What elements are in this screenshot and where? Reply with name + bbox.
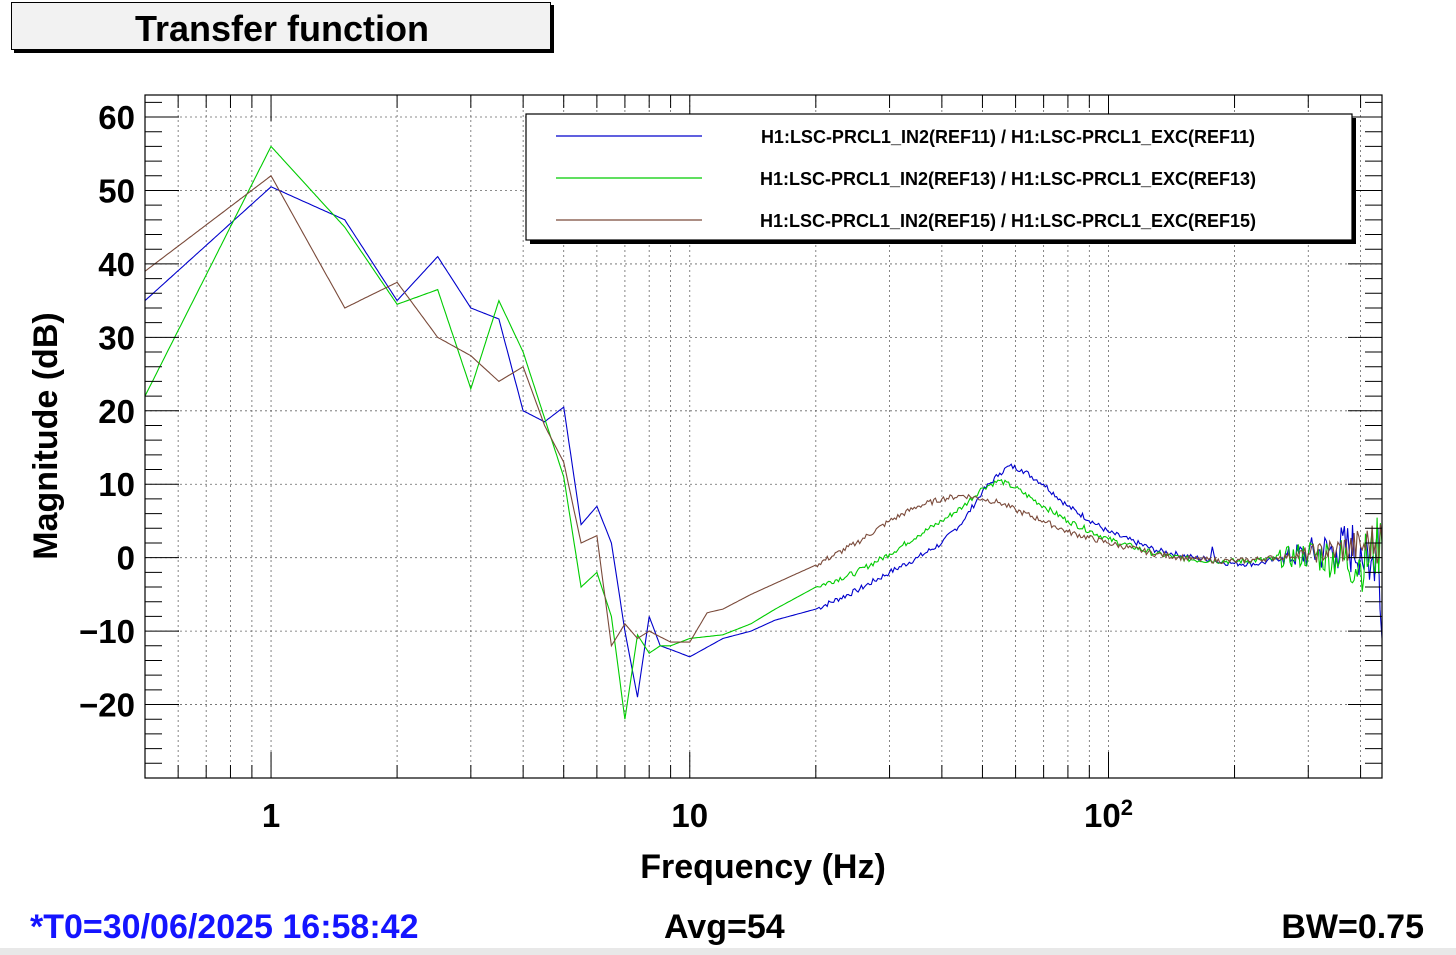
t0-timestamp: *T0=30/06/2025 16:58:42 <box>30 908 419 946</box>
series-line-2 <box>145 145 1382 720</box>
legend: H1:LSC-PRCL1_IN2(REF11) / H1:LSC-PRCL1_E… <box>525 113 1356 244</box>
axis-ticks <box>144 95 1382 778</box>
series-line-3 <box>145 174 1382 648</box>
y-tick-label: 20 <box>98 393 135 430</box>
average-count: Avg=54 <box>664 908 785 946</box>
series-line-1 <box>145 186 1382 698</box>
y-tick-label: 40 <box>98 246 135 283</box>
bandwidth: BW=0.75 <box>1281 908 1424 946</box>
y-tick-label: 0 <box>117 540 135 577</box>
legend-box <box>525 113 1353 241</box>
plot-frame <box>144 94 1383 779</box>
chart-title: Transfer function <box>134 8 430 49</box>
grid-lines <box>144 95 1382 778</box>
legend-label-3: H1:LSC-PRCL1_IN2(REF15) / H1:LSC-PRCL1_E… <box>760 211 1256 231</box>
legend-label-1: H1:LSC-PRCL1_IN2(REF11) / H1:LSC-PRCL1_E… <box>761 127 1255 147</box>
y-tick-label: 10 <box>98 466 135 503</box>
y-tick-label: −10 <box>79 613 135 650</box>
bottom-strip <box>0 948 1456 955</box>
legend-label-2: H1:LSC-PRCL1_IN2(REF13) / H1:LSC-PRCL1_E… <box>760 169 1256 189</box>
y-tick-label: 50 <box>98 172 135 209</box>
x-axis-label: Frequency (Hz) <box>640 848 886 886</box>
y-axis-label: Magnitude (dB) <box>27 312 65 559</box>
x-tick-label: 102 <box>1084 795 1133 834</box>
x-tick-label: 10 <box>671 797 708 834</box>
chart-title-box: Transfer function <box>11 2 551 50</box>
series-lines <box>145 145 1382 720</box>
x-tick-label: 1 <box>262 797 280 834</box>
y-tick-label: −20 <box>79 687 135 724</box>
y-tick-label: 60 <box>98 99 135 136</box>
tick-labels: 60 50 40 30 20 10 0 −10 −20 1 10 102 <box>79 99 1133 834</box>
y-tick-label: 30 <box>98 319 135 356</box>
